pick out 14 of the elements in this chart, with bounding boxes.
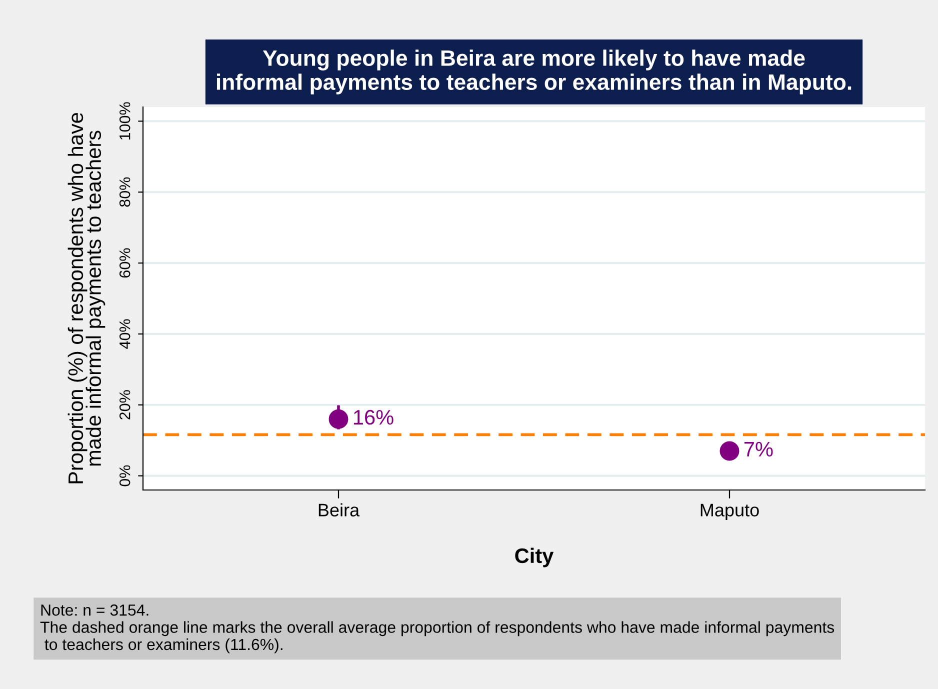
x-axis-title: City: [515, 548, 554, 568]
y-tick-label: 20%: [119, 390, 130, 420]
chart-title: Young people in Beira are more likely to have made informal payments to teachers or examiners than in Maputo.: [216, 50, 852, 94]
y-tick-label: 60%: [119, 248, 130, 278]
x-tick-label: Maputo: [700, 504, 759, 520]
y-axis-title: Proportion (%) of respondents who have made informal payments to teachers: [68, 112, 106, 484]
data-label: 7%: [744, 442, 773, 456]
x-tick-label: Beira: [318, 503, 360, 516]
y-tick-label: 0%: [119, 465, 130, 486]
y-tick-label: 40%: [119, 319, 130, 349]
y-tick-label: 100%: [119, 102, 130, 140]
y-tick-label: 80%: [119, 177, 130, 207]
data-label: 16%: [354, 410, 394, 425]
text: Note: n = 3154. The dashed orange line marks the overall average proportion of respondents who have made informal payments to teachers or examiners (11.6%).: [40, 604, 834, 654]
